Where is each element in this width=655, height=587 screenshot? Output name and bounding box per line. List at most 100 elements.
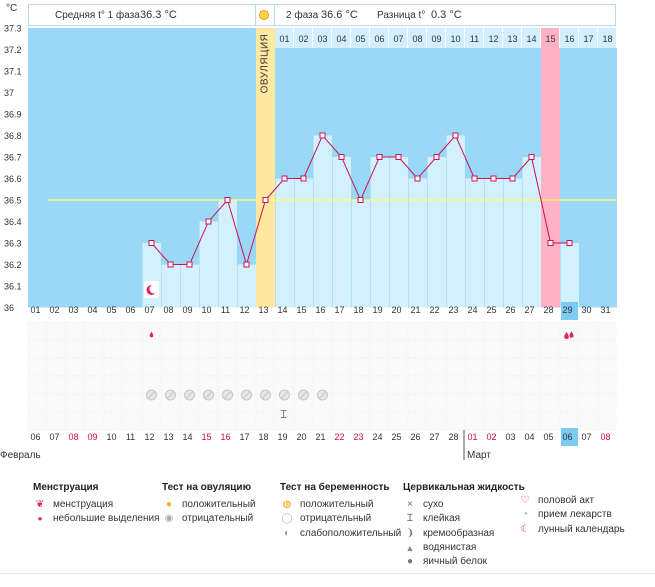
pill-icon-line: [262, 391, 269, 399]
symptom-cell: [521, 376, 541, 395]
legend-item: ❦ менструация: [33, 498, 160, 512]
cycle-day-number: 13: [258, 305, 268, 315]
temperature-point: [148, 240, 155, 246]
egg-white-icon: ●: [406, 556, 414, 568]
calendar-date: 20: [296, 432, 306, 442]
phase2-day-number: 10: [450, 34, 460, 44]
symptom-cell: [559, 394, 579, 413]
symptom-cell: [578, 394, 598, 413]
pill-icon-line: [167, 391, 174, 399]
symptom-cell: [350, 358, 370, 376]
symptom-cell: [103, 358, 123, 376]
symptom-cell: [369, 412, 389, 431]
pill-icon-line: [205, 391, 212, 399]
symptom-cell: [46, 376, 66, 395]
phase2-day-number: 07: [393, 34, 403, 44]
symptom-cell: [236, 358, 256, 376]
symptom-cell: [236, 321, 256, 340]
symptom-cell: [521, 358, 541, 376]
calendar-date: 25: [391, 432, 401, 442]
temperature-point: [509, 175, 516, 182]
phase2-day-number: 14: [526, 34, 536, 44]
symptom-cell: [350, 376, 370, 395]
phase2-day-number: 15: [545, 34, 555, 44]
legend-cervical-title: Цервикальная жидкость: [403, 482, 525, 493]
symptom-cell: [521, 394, 541, 413]
legend-item: × сухо: [403, 498, 525, 512]
symptom-cell: [407, 412, 427, 431]
phase2-day-number: 18: [602, 34, 612, 44]
heart-icon: ♡: [520, 495, 530, 507]
symptom-cell: [293, 412, 313, 431]
calendar-date: 09: [87, 432, 97, 442]
today-day-cell: [561, 302, 578, 320]
symptom-cell: [331, 358, 351, 376]
legend-item: ◍ положительный: [280, 498, 401, 512]
symptom-cell: [502, 394, 522, 413]
symptom-cell: [521, 339, 541, 358]
dry-icon: ×: [407, 499, 413, 511]
temp-bar: [541, 28, 560, 308]
symptom-cell: [388, 376, 408, 395]
diff-label: Разница t°: [377, 10, 426, 21]
temp-bar: [313, 135, 332, 308]
symptom-cell: [578, 321, 598, 340]
temp-bar: [180, 264, 199, 308]
symptom-cell: [255, 358, 275, 376]
phase2-day-number: 12: [488, 34, 498, 44]
phase2-day-number: 04: [336, 34, 346, 44]
symptom-cell: [502, 339, 522, 358]
symptom-cell: [255, 321, 275, 340]
symptom-cell: [65, 358, 85, 376]
symptom-cell: [122, 358, 142, 376]
symptom-cell: [388, 339, 408, 358]
legend-item: ● положительный: [162, 498, 256, 512]
symptom-cell: [483, 358, 503, 376]
cycle-day-number: 25: [486, 305, 496, 315]
symptom-cell: [597, 358, 617, 376]
cycle-day-number: 01: [30, 305, 40, 315]
phase2-value: 36.6 °C: [321, 9, 358, 21]
symptom-cell: [350, 394, 370, 413]
phase2-day-number: 09: [431, 34, 441, 44]
symptom-cell: [160, 321, 180, 340]
calendar-date: 22: [334, 432, 344, 442]
sticky-icon: Ɪ: [280, 409, 286, 421]
symptom-cell: [103, 321, 123, 340]
symptom-cell: [236, 339, 256, 358]
cycle-day-number: 21: [410, 305, 420, 315]
symptom-cell: [426, 321, 446, 340]
symptom-cell: [179, 412, 199, 431]
symptom-cell: [464, 412, 484, 431]
phase2-day-number: 05: [355, 34, 365, 44]
temp-bar: [218, 200, 237, 308]
watery-icon: ▲: [405, 543, 415, 554]
symptom-cell: [141, 376, 161, 395]
cycle-day-number: 17: [334, 305, 344, 315]
symptom-cell: [27, 376, 47, 395]
cycle-day-number: 23: [448, 305, 458, 315]
legend-item: ❩ кремообразная: [403, 527, 525, 541]
symptom-cell: [445, 358, 465, 376]
phase2-day-number: 16: [564, 34, 574, 44]
symptom-cell: [46, 394, 66, 413]
symptom-cell: [65, 412, 85, 431]
symptom-cell: [122, 321, 142, 340]
legend-menstruation-title: Менструация: [33, 482, 99, 493]
small-drop-icon: ●: [37, 514, 43, 524]
symptom-cell: [27, 412, 47, 431]
symptom-cell: [559, 358, 579, 376]
symptom-cell: [369, 376, 389, 395]
temperature-point: [243, 261, 250, 268]
symptom-cell: [559, 376, 579, 395]
symptom-cell: [141, 339, 161, 358]
calendar-date: 15: [201, 432, 211, 442]
symptom-cell: [312, 376, 332, 395]
symptom-cell: [426, 412, 446, 431]
temp-bar: [465, 178, 484, 308]
calendar-date: 02: [486, 432, 496, 442]
symptom-cell: [293, 376, 313, 395]
temp-bar: [446, 135, 465, 308]
symptom-cell: [445, 339, 465, 358]
symptom-cell: [84, 321, 104, 340]
